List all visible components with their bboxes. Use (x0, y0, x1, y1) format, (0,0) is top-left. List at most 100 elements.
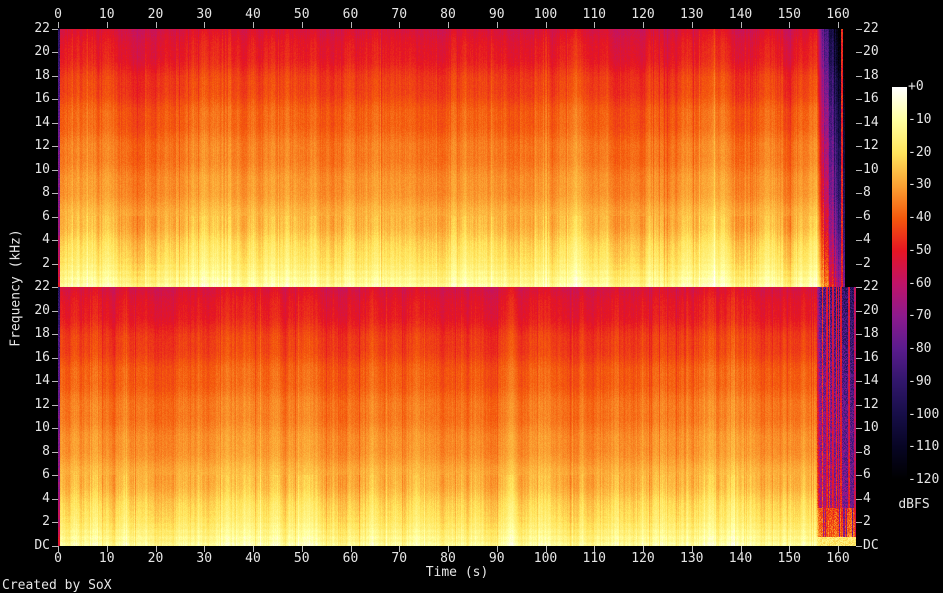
time-axis-bottom-tick (789, 546, 791, 552)
freq-axis-right-tick (856, 522, 862, 523)
time-axis-bottom-tick (350, 546, 352, 552)
time-axis-bottom-tick (691, 546, 693, 552)
time-axis-bottom-tick-label: 150 (777, 551, 801, 566)
freq-axis-left-tick-label: 2 (42, 514, 50, 529)
freq-axis-left-tick (52, 193, 58, 194)
colorbar-tick-label: -50 (908, 242, 932, 258)
time-axis-top-tick-label: 80 (440, 7, 456, 22)
colorbar-tick-label: -120 (908, 472, 940, 487)
colorbar-tick-label: -40 (908, 210, 932, 225)
freq-axis-left-tick-label: 18 (34, 68, 50, 83)
freq-axis-left-tick (52, 405, 58, 406)
freq-axis-right-tick-label: 2 (863, 514, 871, 529)
freq-axis-left-tick-label: 4 (42, 232, 50, 247)
freq-axis-right-tick-label: 16 (863, 91, 879, 106)
freq-axis-left-tick (52, 358, 58, 359)
spectrogram-left-channel (58, 29, 856, 287)
freq-axis-right-tick (856, 146, 862, 147)
freq-axis-left-tick-label: 20 (34, 44, 50, 59)
freq-axis-left-tick (52, 264, 58, 265)
time-axis-top-tick (448, 22, 449, 28)
time-axis-top-tick (253, 22, 254, 28)
time-axis-bottom-tick-label: 140 (728, 551, 753, 566)
freq-axis-left-tick-label: DC (34, 538, 50, 553)
freq-axis-right-tick-label: 10 (863, 162, 879, 177)
freq-axis-left-tick-label: 18 (34, 326, 50, 341)
freq-axis-right-tick-label: DC (863, 538, 879, 553)
time-axis-top-tick (691, 22, 693, 28)
freq-axis-right-tick (856, 52, 862, 53)
freq-axis-right-tick (856, 334, 862, 335)
colorbar-tick-label: -20 (908, 144, 932, 160)
freq-axis-right-tick (856, 29, 862, 30)
freq-axis-right-tick (856, 311, 862, 312)
freq-axis-right-tick (856, 405, 862, 406)
colorbar-tick-label: -100 (908, 406, 940, 422)
time-axis-top-tick (155, 22, 157, 28)
freq-axis-left-tick (52, 287, 58, 288)
time-axis-top-tick-label: 100 (533, 7, 558, 22)
time-axis-top-tick-label: 70 (391, 7, 408, 22)
time-axis-bottom-tick (204, 546, 206, 552)
freq-axis-right-tick (856, 99, 862, 100)
freq-axis-left-tick-label: 6 (42, 209, 50, 224)
freq-axis-left-tick (52, 146, 58, 147)
freq-axis-left-tick (52, 123, 58, 124)
time-axis-bottom-tick (838, 546, 839, 552)
freq-axis-left-tick (52, 170, 58, 171)
time-axis-bottom-tick-label: 160 (826, 551, 850, 566)
freq-axis-left-tick-label: 8 (42, 444, 50, 459)
freq-axis-left-tick (52, 76, 58, 77)
freq-axis-right-tick (856, 452, 862, 453)
time-axis-top-tick (399, 22, 401, 28)
freq-axis-right-tick-label: 20 (863, 44, 879, 59)
freq-axis-right-tick-label: 2 (863, 256, 871, 271)
freq-axis-right-tick (856, 428, 862, 429)
freq-axis-left-tick (52, 334, 58, 335)
time-axis-bottom-tick-label: 0 (54, 551, 62, 566)
time-axis-bottom-tick-label: 20 (147, 551, 164, 566)
freq-axis-left-tick (52, 452, 58, 453)
time-axis-top-tick-label: 30 (196, 7, 213, 22)
freq-axis-left-tick-label: 4 (42, 491, 50, 506)
freq-axis-right-tick (856, 76, 862, 77)
freq-axis-left-tick (52, 217, 58, 218)
time-axis-top-tick (789, 22, 791, 28)
freq-axis-right-tick (856, 217, 862, 218)
time-axis-bottom-tick-label: 70 (391, 551, 408, 566)
freq-axis-right-tick-label: 10 (863, 420, 879, 435)
freq-axis-right-tick-label: 16 (863, 350, 879, 365)
freq-axis-left-tick (52, 52, 58, 53)
freq-axis-left-tick (52, 29, 58, 30)
spectrogram-right-channel (58, 287, 856, 546)
time-axis-top-tick-label: 90 (488, 7, 505, 22)
time-axis-top-tick-label: 110 (582, 7, 606, 22)
freq-axis-right-tick-label: 8 (863, 444, 871, 459)
time-axis-bottom-tick (253, 546, 254, 552)
time-axis-top-tick-label: 130 (680, 7, 704, 22)
freq-axis-left-tick (52, 99, 58, 100)
freq-axis-left-tick-label: 22 (34, 21, 50, 36)
time-axis-top-tick (545, 22, 547, 28)
freq-axis-left-tick-label: 14 (34, 115, 50, 130)
time-axis-top-tick-label: 40 (245, 7, 261, 22)
freq-axis-right-tick-label: 14 (863, 115, 879, 130)
time-axis-top-tick (838, 22, 839, 28)
colorbar-tick-label: -60 (908, 275, 932, 291)
freq-axis-left-tick-label: 12 (34, 397, 50, 412)
freq-axis-right-tick-label: 18 (863, 326, 879, 341)
time-axis-title: Time (s) (425, 565, 489, 580)
freq-axis-left-tick (52, 499, 58, 500)
time-axis-top-tick (204, 22, 206, 28)
time-axis-bottom-tick (740, 546, 742, 552)
freq-axis-right-tick-label: 12 (863, 138, 879, 153)
time-axis-bottom-tick (399, 546, 401, 552)
time-axis-bottom-tick-label: 80 (440, 551, 456, 566)
time-axis-bottom-tick (496, 546, 498, 552)
time-axis-bottom-tick (58, 546, 59, 552)
time-axis-bottom-tick-label: 50 (293, 551, 310, 566)
time-axis-bottom-tick-label: 40 (245, 551, 261, 566)
freq-axis-right-tick (856, 358, 862, 359)
freq-axis-right-tick (856, 499, 862, 500)
time-axis-bottom-tick-label: 100 (533, 551, 558, 566)
